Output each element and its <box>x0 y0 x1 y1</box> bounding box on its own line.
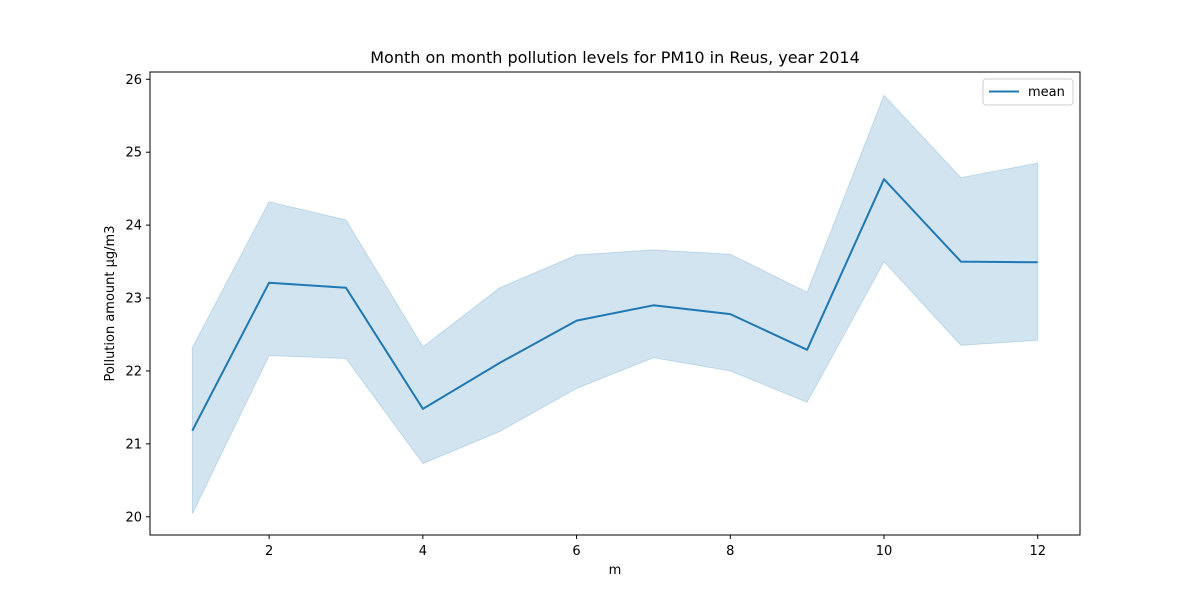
confidence-band <box>191 94 1039 515</box>
y-tick-label: 21 <box>125 437 142 452</box>
plot-frame <box>149 71 1081 536</box>
data-point-2 <box>268 282 270 284</box>
chart-title: Month on month pollution levels for PM10… <box>370 48 860 67</box>
x-tick-label: 10 <box>876 544 893 559</box>
data-point-7 <box>652 304 654 306</box>
legend-label-mean: mean <box>1028 85 1065 100</box>
plot-area <box>149 71 1081 536</box>
x-tick-label: 8 <box>726 544 734 559</box>
data-point-9 <box>806 349 808 351</box>
data-point-11 <box>960 261 962 263</box>
y-tick-label: 24 <box>125 219 142 234</box>
legend: mean <box>982 78 1074 106</box>
data-point-5 <box>499 362 501 364</box>
x-tick-label: 6 <box>572 544 580 559</box>
y-axis-label: Pollution amount µg/m3 <box>103 226 118 382</box>
data-point-1 <box>191 430 193 432</box>
data-point-6 <box>576 320 578 322</box>
legend-box <box>982 78 1074 106</box>
data-point-3 <box>345 287 347 289</box>
x-axis-ticks: 2 4 6 8 10 12 <box>265 535 1046 559</box>
x-tick-label: 4 <box>419 544 427 559</box>
data-point-4 <box>422 408 424 410</box>
data-point-10 <box>883 178 885 180</box>
data-point-8 <box>729 313 731 315</box>
x-tick-label: 12 <box>1029 544 1046 559</box>
y-tick-label: 25 <box>125 146 142 161</box>
data-point-12 <box>1037 261 1039 263</box>
y-tick-label: 20 <box>125 510 142 525</box>
y-tick-label: 26 <box>125 73 142 88</box>
y-tick-label: 22 <box>125 364 142 379</box>
y-axis-ticks: 20 21 22 23 24 25 26 <box>125 73 150 525</box>
y-tick-label: 23 <box>125 292 142 307</box>
x-axis-label: m <box>609 563 622 578</box>
x-tick-label: 2 <box>265 544 273 559</box>
series-line-mean <box>191 178 1038 432</box>
